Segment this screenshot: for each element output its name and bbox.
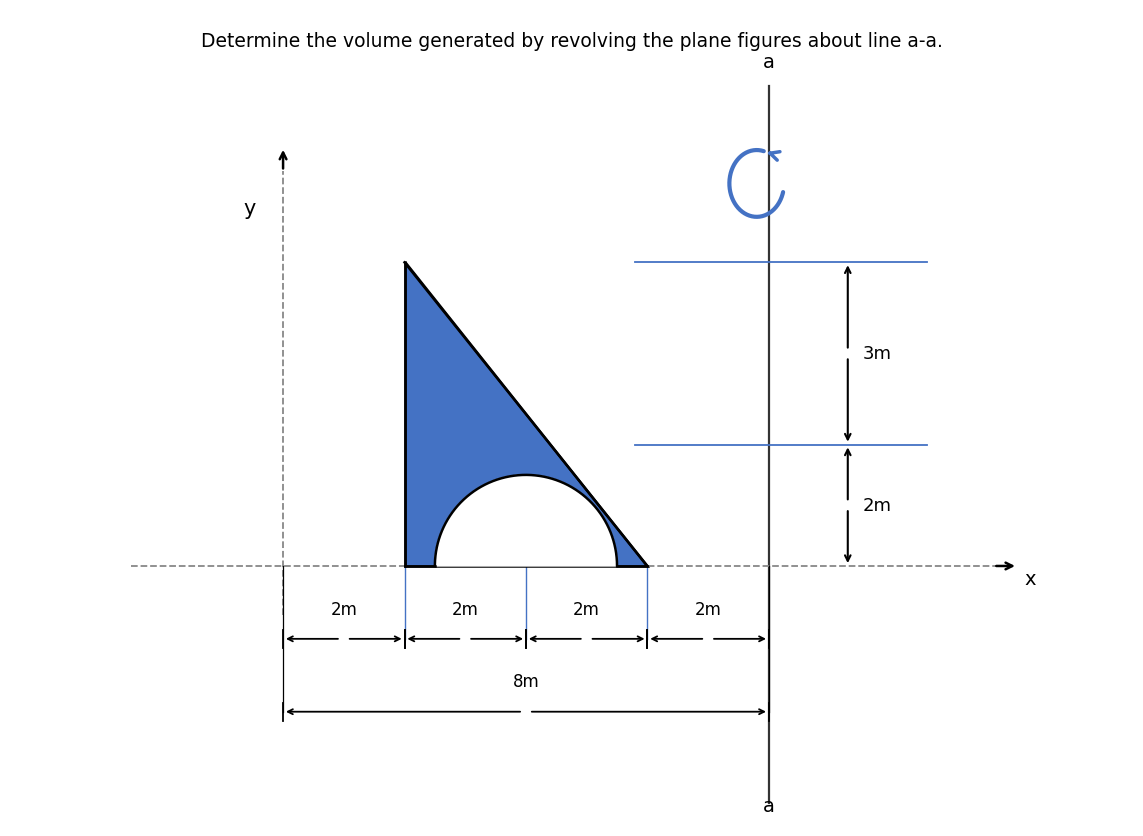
Text: 2m: 2m [695,600,721,618]
Text: a: a [762,796,775,815]
Text: x: x [1024,569,1036,588]
Text: y: y [243,198,256,218]
Text: 2m: 2m [451,600,479,618]
Text: 8m: 8m [512,673,539,691]
Polygon shape [434,476,617,566]
Text: a: a [762,53,775,72]
Polygon shape [405,263,647,566]
Text: 3m: 3m [863,345,892,363]
Text: 2m: 2m [330,600,358,618]
Text: 2m: 2m [574,600,600,618]
Text: 2m: 2m [863,497,892,515]
Text: Determine the volume generated by revolving the plane figures about line a-a.: Determine the volume generated by revolv… [200,32,943,51]
